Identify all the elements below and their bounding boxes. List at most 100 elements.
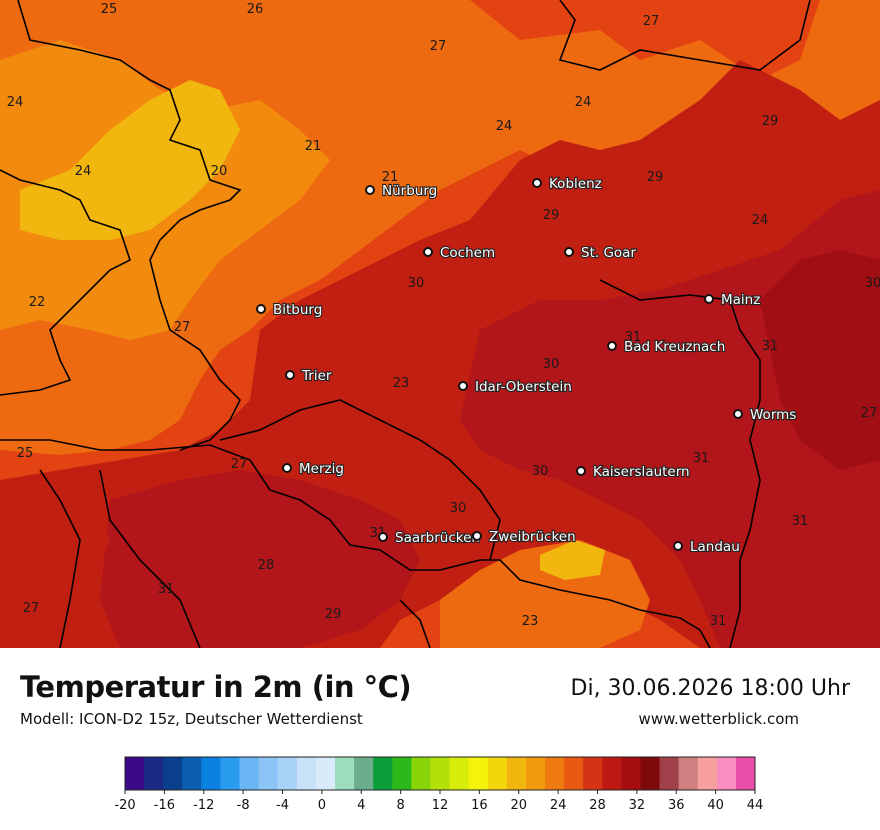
city-marker: Idar-Oberstein [458, 378, 573, 396]
scale-swatch [354, 757, 374, 790]
temperature-band-30-32-west [100, 470, 420, 648]
temperature-value-label: 20 [211, 164, 228, 179]
temperature-map: 25 26 27 27 24 24 24 29 21 24 21 20 29 29 24 22 30 27 31 31… [0, 0, 880, 648]
city-name: Nürburg [382, 183, 437, 199]
temperature-value-label: 22 [29, 295, 46, 310]
city-marker: Worms [733, 406, 797, 424]
temperature-value-label: 27 [23, 601, 40, 616]
city-dot [365, 185, 375, 195]
city-name: Kaiserslautern [593, 464, 690, 480]
scale-tick-label: 24 [550, 798, 567, 813]
scale-swatch [659, 757, 680, 790]
temperature-value-label: 24 [7, 95, 24, 110]
temperature-value-label: 25 [17, 446, 34, 461]
temperature-value-label: 31 [710, 614, 727, 629]
temperature-value-label: 23 [522, 614, 539, 629]
border-de-fr [0, 439, 711, 648]
scale-swatch [392, 757, 412, 790]
city-marker: St. Goar [564, 244, 638, 262]
scale-swatch [602, 757, 622, 790]
scale-swatch [564, 757, 584, 790]
scale-tick-label: 44 [747, 798, 764, 813]
city-marker: Koblenz [532, 175, 603, 193]
temperature-value-label: 27 [174, 320, 191, 335]
scale-tick-label: -16 [154, 798, 175, 813]
scale-swatch [506, 757, 527, 790]
temperature-value-label: 31 [762, 339, 779, 354]
temperature-value-label: 31 [158, 582, 175, 597]
city-dot [256, 304, 266, 314]
temperature-value-label: 25 [101, 2, 118, 17]
scale-swatch [621, 757, 641, 790]
scale-tick-label: 0 [318, 798, 326, 813]
city-dot [733, 409, 743, 419]
temperature-value-label: 31 [792, 514, 809, 529]
temperature-band-32-34 [760, 250, 880, 470]
scale-tick-label: 36 [668, 798, 685, 813]
border-south-west [39, 469, 81, 648]
temperature-value-label: 24 [75, 164, 92, 179]
border-lux-de [17, 0, 242, 451]
city-dot [378, 532, 388, 542]
scale-tick-label: 28 [589, 798, 606, 813]
scale-tick-label: -8 [237, 798, 250, 813]
temperature-value-label: 30 [543, 357, 560, 372]
temperature-band-20-22-south [540, 540, 605, 580]
scale-swatch [697, 757, 718, 790]
scale-tick-label: 12 [432, 798, 449, 813]
city-dot [423, 247, 433, 257]
city-name: Landau [690, 539, 740, 555]
city-dot [576, 466, 586, 476]
city-marker: Kaiserslautern [576, 463, 691, 481]
scale-swatch [583, 757, 603, 790]
temperature-value-label: 24 [752, 213, 769, 228]
city-name: Bitburg [273, 302, 322, 318]
scale-tick-label: -4 [276, 798, 289, 813]
scale-swatch [430, 757, 451, 790]
scale-swatch [449, 757, 470, 790]
border-state-rlp-he [558, 0, 811, 71]
city-name: Mainz [721, 292, 760, 308]
color-scale: -20 -16 -12 -8 -4 0 4 8 12 16 20 24 28 32 36 40 44 [114, 756, 764, 813]
scale-swatch [487, 757, 508, 790]
city-marker: Landau [673, 538, 741, 556]
scale-tick-label: 4 [357, 798, 365, 813]
scale-swatch [220, 757, 241, 790]
city-dot [607, 341, 617, 351]
temperature-value-label: 31 [693, 451, 710, 466]
city-name: Bad Kreuznach [624, 339, 725, 355]
scale-tick-label: 40 [707, 798, 724, 813]
city-dot [458, 381, 468, 391]
temperature-value-label: 26 [247, 2, 264, 17]
temperature-value-label: 27 [861, 406, 878, 421]
temperature-value-label: 29 [762, 114, 779, 129]
scale-swatch [525, 757, 546, 790]
temperature-value-label: 29 [647, 170, 664, 185]
scale-tick-label: -20 [114, 798, 135, 813]
temperature-value-label: 21 [305, 139, 322, 154]
city-marker: Bitburg [256, 301, 323, 319]
city-name: Saarbrücken [395, 530, 480, 546]
city-name: Zweibrücken [489, 529, 576, 545]
temperature-value-label: 31 [625, 330, 642, 345]
temperature-value-label: 24 [575, 95, 592, 110]
city-name: Trier [301, 368, 332, 384]
city-marker: Merzig [282, 460, 345, 478]
scale-swatch [678, 757, 699, 790]
cities: Nürburg Koblenz Cochem St. Goar Mainz Bitburg… [256, 175, 797, 556]
scale-swatch [277, 757, 298, 790]
temperature-value-label: 29 [543, 208, 560, 223]
scale-tick-label: 16 [471, 798, 488, 813]
temperature-value-label: 24 [496, 119, 513, 134]
temperature-value-label: 27 [643, 14, 660, 29]
city-name: Worms [750, 407, 796, 423]
scale-swatch [258, 757, 279, 790]
city-marker: Nürburg [365, 182, 438, 200]
temperature-value-label: 30 [450, 501, 467, 516]
city-dot [704, 294, 714, 304]
city-marker: Saarbrücken [378, 529, 481, 547]
scale-swatch [296, 757, 317, 790]
scale-swatch [201, 757, 221, 790]
website-link[interactable]: www.wetterblick.com [638, 710, 799, 728]
temperature-value-label: 27 [231, 457, 248, 472]
